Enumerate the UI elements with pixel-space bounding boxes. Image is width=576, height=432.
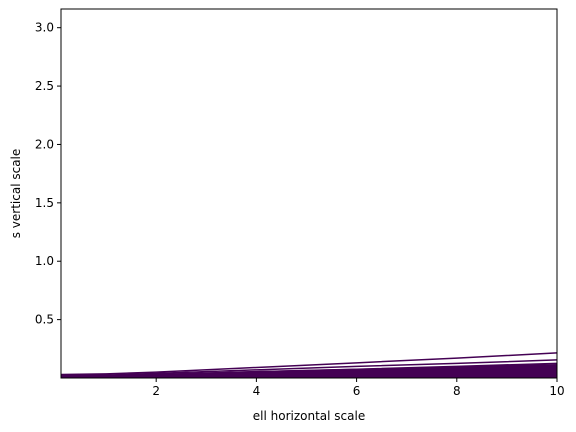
axes-frame [60, 8, 558, 379]
y-tick-label: 3.0 [35, 21, 54, 35]
y-axis: 0.5 1.0 1.5 2.0 2.5 3.0 [35, 21, 61, 327]
x-tick-label: 6 [353, 384, 361, 398]
y-tick-label: 2.0 [35, 137, 54, 151]
y-axis-label: s vertical scale [9, 149, 23, 239]
x-axis: 2 4 6 8 10 [152, 378, 565, 398]
plot-area [60, 352, 558, 378]
series-line-1 [60, 352, 558, 376]
x-tick-label: 2 [152, 384, 160, 398]
y-tick-label: 1.0 [35, 254, 54, 268]
x-tick-label: 10 [549, 384, 564, 398]
x-tick-label: 4 [253, 384, 261, 398]
y-tick-label: 1.5 [35, 196, 54, 210]
series-line-3 [60, 362, 558, 377]
y-tick-label: 0.5 [35, 313, 54, 327]
x-axis-label: ell horizontal scale [253, 409, 365, 423]
y-tick-label: 2.5 [35, 79, 54, 93]
x-tick-label: 8 [453, 384, 461, 398]
